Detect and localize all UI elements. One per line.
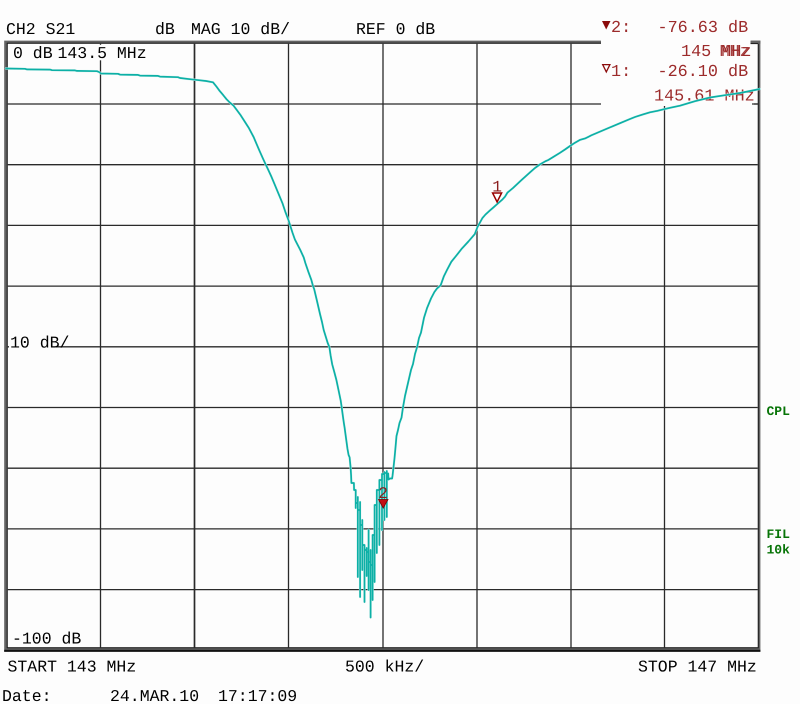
svg-text:24.MAR.10: 24.MAR.10 (110, 687, 199, 704)
svg-text:REF 0 dB: REF 0 dB (356, 20, 435, 39)
svg-text:1:: 1: (611, 63, 631, 82)
svg-text:143.5 MHz: 143.5 MHz (58, 44, 147, 63)
svg-text:CPL: CPL (767, 404, 791, 419)
svg-text:2: 2 (378, 485, 388, 503)
svg-text:STOP 147 MHz: STOP 147 MHz (638, 657, 757, 676)
svg-text:MAG 10 dB/: MAG 10 dB/ (191, 20, 290, 39)
svg-text:145 MHz: 145 MHz (681, 43, 752, 62)
svg-text:1: 1 (492, 179, 502, 197)
svg-text:10 dB/: 10 dB/ (10, 334, 69, 353)
svg-text:dB: dB (155, 20, 175, 39)
svg-text:-76.63 dB: -76.63 dB (658, 19, 749, 38)
svg-text:145.61 MHz: 145.61 MHz (654, 88, 755, 107)
svg-text:2:: 2: (611, 19, 631, 38)
svg-text:START 143 MHz: START 143 MHz (8, 657, 137, 676)
svg-text:10k: 10k (767, 543, 791, 558)
svg-text:FIL: FIL (767, 527, 791, 542)
svg-text:17:17:09: 17:17:09 (218, 687, 297, 704)
svg-text:CH2 S21: CH2 S21 (6, 20, 75, 39)
svg-text:-100 dB: -100 dB (12, 630, 81, 649)
svg-text:0 dB: 0 dB (13, 44, 53, 63)
svg-text:-26.10 dB: -26.10 dB (658, 63, 749, 82)
svg-text:500 kHz/: 500 kHz/ (345, 657, 424, 676)
svg-text:MHz: MHz (720, 43, 750, 62)
svg-text:Date:: Date: (2, 687, 52, 704)
